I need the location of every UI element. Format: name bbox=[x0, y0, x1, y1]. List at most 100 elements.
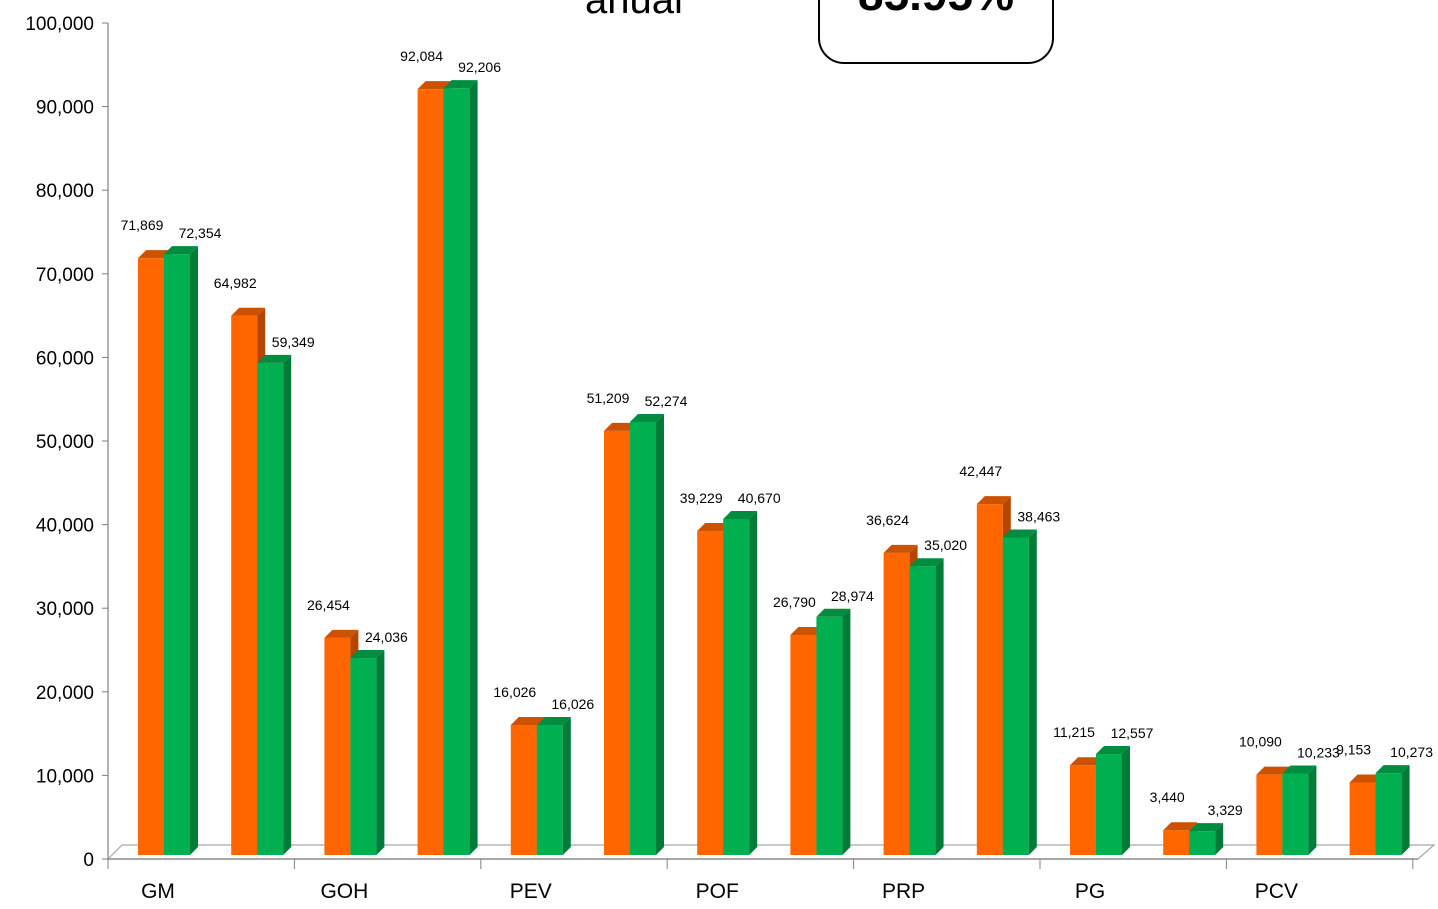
data-label-series1: 16,026 bbox=[493, 684, 536, 700]
chart-data-labels: 71,869 72,354 64,982 59,349 26,454 24,036 92,0… bbox=[121, 48, 1434, 818]
data-label-series2: 59,349 bbox=[272, 334, 315, 350]
bar-series2-top bbox=[630, 413, 664, 422]
bar-series2-front bbox=[164, 254, 190, 856]
bar-series2-side bbox=[469, 80, 478, 855]
bar-series2-front bbox=[257, 362, 284, 855]
y-tick-label: 0 bbox=[83, 850, 94, 871]
bar-series1-top bbox=[1349, 774, 1384, 783]
data-label-series2: 40,670 bbox=[738, 490, 781, 506]
y-tick-label: 20,000 bbox=[36, 683, 94, 704]
y-tick-label: 80,000 bbox=[36, 181, 94, 202]
data-label-series1: 36,624 bbox=[866, 512, 909, 528]
bar-series1-top bbox=[976, 496, 1011, 505]
bar-series2-side bbox=[935, 558, 944, 855]
bar-series1-front bbox=[231, 315, 258, 855]
bar-series1-top bbox=[1163, 822, 1198, 831]
bar-series1-front bbox=[1256, 774, 1283, 855]
bar-series2-side bbox=[1308, 765, 1317, 855]
percent-value: 85.95% bbox=[820, 0, 1052, 26]
bar-series2-top bbox=[816, 608, 851, 617]
bar-series1-top bbox=[231, 307, 266, 316]
bar-series2-front bbox=[443, 88, 470, 855]
data-label-series2: 24,036 bbox=[365, 629, 408, 645]
data-label-series1: 42,447 bbox=[959, 463, 1002, 479]
bar-series2-top bbox=[536, 717, 571, 726]
bar-series2-top bbox=[909, 558, 944, 567]
bar-series1-top bbox=[1070, 757, 1104, 766]
bar-series2-top bbox=[257, 354, 292, 363]
bar-series2-side bbox=[1122, 746, 1130, 855]
bar-series2-front bbox=[909, 566, 936, 855]
bar-series1-top bbox=[697, 523, 732, 532]
data-label-series1: 10,090 bbox=[1239, 734, 1282, 750]
bar-series1-top bbox=[510, 717, 545, 726]
data-label-series2: 16,026 bbox=[551, 696, 594, 712]
bar-series2-side bbox=[842, 608, 851, 855]
chart-bars bbox=[138, 80, 1410, 856]
data-label-series2: 28,974 bbox=[831, 588, 874, 604]
x-tick-label: POF bbox=[696, 880, 739, 903]
bar-series1-top bbox=[790, 627, 825, 636]
bar-series2 bbox=[1189, 823, 1224, 855]
bar-series1-front bbox=[324, 637, 351, 855]
data-label-series2: 35,020 bbox=[924, 537, 967, 553]
chart-floor bbox=[106, 844, 1436, 860]
bar-series1-front bbox=[604, 430, 630, 855]
bar-series1-front bbox=[417, 89, 444, 856]
bar-series2-side bbox=[749, 510, 758, 855]
bar-series2-side bbox=[376, 650, 385, 855]
bar-series1-front bbox=[1349, 782, 1376, 855]
data-label-series2: 92,206 bbox=[458, 59, 501, 75]
data-label-series1: 71,869 bbox=[121, 217, 164, 233]
data-label-series2: 10,233 bbox=[1297, 744, 1340, 760]
bar-series2-top bbox=[1096, 746, 1130, 755]
bar-series2 bbox=[536, 717, 571, 855]
data-label-series1: 9,153 bbox=[1336, 741, 1371, 757]
bar-series2-top bbox=[350, 650, 385, 659]
bar-series2-side bbox=[190, 246, 198, 856]
data-label-series1: 39,229 bbox=[680, 490, 723, 506]
bar-series2-front bbox=[1282, 773, 1309, 855]
bar-series2-side bbox=[562, 717, 571, 855]
bar-series2-top bbox=[1282, 765, 1317, 774]
bar-series2-front bbox=[1189, 831, 1216, 855]
bar-series2-top bbox=[1002, 529, 1037, 538]
bar-series2-top bbox=[1375, 765, 1410, 774]
data-label-series2: 3,329 bbox=[1208, 802, 1243, 818]
bar-series2 bbox=[1282, 765, 1317, 855]
bar-series2-side bbox=[283, 354, 292, 855]
percent-badge: 85.95% bbox=[818, 0, 1054, 64]
bar-series2-front bbox=[723, 518, 750, 855]
bar-series2 bbox=[816, 608, 851, 855]
x-tick-label: PCV bbox=[1255, 880, 1298, 903]
bar-series2 bbox=[1002, 529, 1037, 855]
y-tick-label: 40,000 bbox=[36, 516, 94, 537]
bar-series2-side bbox=[1028, 529, 1037, 855]
bar-series1-front bbox=[697, 531, 724, 855]
data-label-series2: 72,354 bbox=[179, 225, 222, 241]
y-tick-label: 90,000 bbox=[36, 98, 94, 119]
bar-series2-top bbox=[1189, 823, 1224, 832]
bar-series2-front bbox=[536, 725, 563, 855]
bar-series2 bbox=[630, 413, 664, 855]
y-tick-label: 10,000 bbox=[36, 766, 94, 787]
bar-series1-front bbox=[138, 258, 164, 855]
bar-series2-top bbox=[164, 246, 198, 255]
bar-series2 bbox=[443, 80, 478, 855]
bar-series1-top bbox=[417, 81, 452, 90]
bar-series1-top bbox=[604, 422, 638, 431]
bar-series2-front bbox=[1375, 773, 1402, 855]
data-label-series1: 26,454 bbox=[307, 597, 350, 613]
x-tick-label: PEV bbox=[510, 880, 552, 903]
bar-series2-front bbox=[816, 616, 843, 855]
bar-series1-front bbox=[976, 504, 1003, 855]
bar-series2-front bbox=[630, 421, 656, 855]
y-tick-label: 70,000 bbox=[36, 265, 94, 286]
bar-series2-top bbox=[443, 80, 478, 89]
bar-series1-front bbox=[1163, 830, 1190, 855]
bar-series2 bbox=[909, 558, 944, 855]
data-label-series1: 92,084 bbox=[400, 48, 443, 64]
data-label-series1: 64,982 bbox=[214, 275, 257, 291]
y-tick-label: 30,000 bbox=[36, 599, 94, 620]
